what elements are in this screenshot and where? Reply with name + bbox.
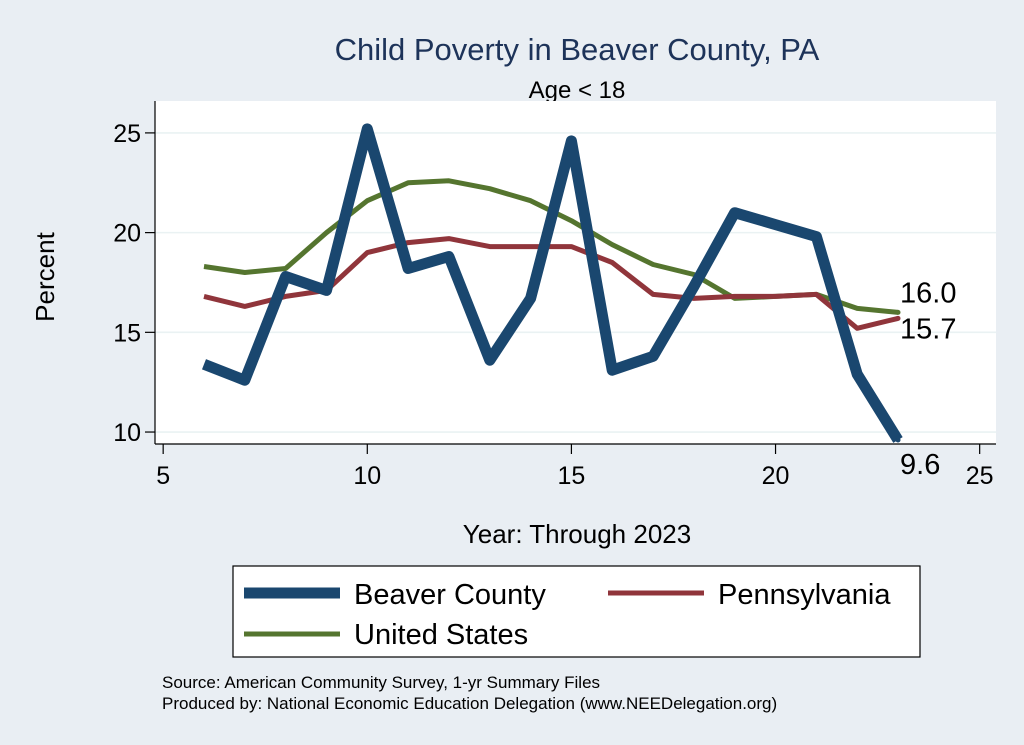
axes xyxy=(154,101,996,445)
legend-box xyxy=(232,565,921,658)
source-note: Source: American Community Survey, 1-yr … xyxy=(162,673,600,692)
series-end-point-beaver-county xyxy=(895,437,901,443)
legend: Beaver County Pennsylvania United States xyxy=(232,565,921,658)
y-axis-ticks: 10 15 20 25 xyxy=(113,120,155,447)
y-axis-label: Percent xyxy=(30,231,60,321)
series-end-point-pennsylvania xyxy=(895,315,901,321)
y-tick-label-25: 25 xyxy=(113,120,141,148)
grid-lines xyxy=(155,132,996,433)
series-lines xyxy=(201,123,903,443)
legend-label-pennsylvania: Pennsylvania xyxy=(718,579,891,611)
y-tick-label-10: 10 xyxy=(113,419,141,447)
x-axis-label: Year: Through 2023 xyxy=(463,519,691,549)
chart-subtitle: Age < 18 xyxy=(529,77,626,104)
x-tick-label-10: 10 xyxy=(353,462,381,490)
end-labels: 9.6 15.7 16.0 xyxy=(900,277,956,481)
x-tick-label-15: 15 xyxy=(558,462,586,490)
end-label-beaver-county: 9.6 xyxy=(900,449,940,481)
series-end-point-united-states xyxy=(895,309,901,315)
y-tick-label-20: 20 xyxy=(113,220,141,248)
legend-label-united-states: United States xyxy=(354,619,528,651)
legend-label-beaver-county: Beaver County xyxy=(354,579,546,611)
x-axis-ticks: 5 10 15 20 25 xyxy=(156,444,994,490)
chart-title: Child Poverty in Beaver County, PA xyxy=(335,32,820,67)
producer-note: Produced by: National Economic Education… xyxy=(162,694,777,713)
end-label-united-states: 16.0 xyxy=(900,277,956,309)
y-tick-label-15: 15 xyxy=(113,319,141,347)
x-tick-label-20: 20 xyxy=(762,462,790,490)
end-label-pennsylvania: 15.7 xyxy=(900,313,956,345)
x-tick-label-25: 25 xyxy=(966,462,994,490)
x-tick-label-5: 5 xyxy=(156,462,170,490)
series-line-beaver-county xyxy=(201,123,903,443)
